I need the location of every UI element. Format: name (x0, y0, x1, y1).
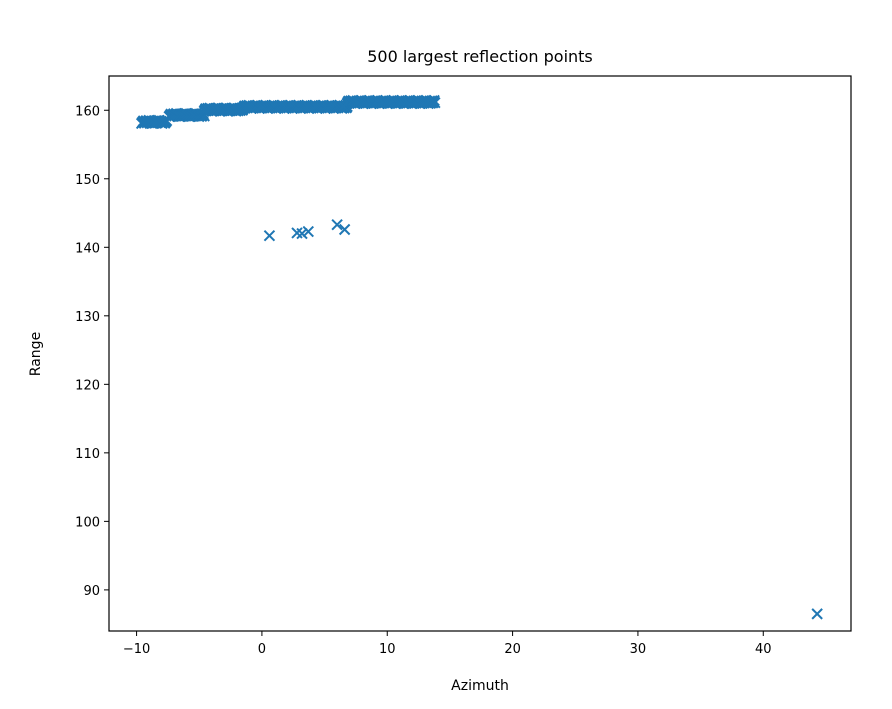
x-tick-label: 30 (630, 642, 647, 657)
data-point (263, 229, 276, 242)
data-point (338, 223, 351, 236)
y-tick-label: 160 (75, 104, 100, 119)
data-point (811, 608, 823, 620)
data-point (429, 96, 441, 109)
y-axis-label: Range (28, 332, 44, 376)
y-tick-label: 140 (75, 241, 100, 256)
y-tick-label: 130 (75, 310, 100, 325)
data-point (331, 218, 343, 231)
y-tick-label: 110 (75, 447, 100, 462)
x-axis-label: Azimuth (451, 678, 509, 694)
y-axis-ticks: 90 100 110 120 130 140 150 160 (75, 104, 109, 599)
chart-title: 500 largest reflection points (367, 47, 593, 66)
x-tick-label: 10 (379, 642, 396, 657)
y-tick-label: 100 (75, 515, 100, 530)
x-tick-label: 40 (755, 642, 772, 657)
y-tick-label: 150 (75, 173, 100, 188)
x-tick-label: 20 (504, 642, 521, 657)
x-axis-ticks: −10 0 10 20 30 40 (123, 631, 772, 657)
plot-frame (108, 75, 852, 632)
y-tick-label: 90 (83, 584, 100, 599)
data-points (135, 94, 823, 620)
x-tick-label: 0 (258, 642, 266, 657)
x-tick-label: −10 (123, 642, 150, 657)
data-point (296, 227, 308, 240)
data-point (337, 100, 350, 112)
data-point (302, 225, 314, 238)
data-point (428, 94, 440, 107)
y-tick-label: 120 (75, 378, 100, 393)
